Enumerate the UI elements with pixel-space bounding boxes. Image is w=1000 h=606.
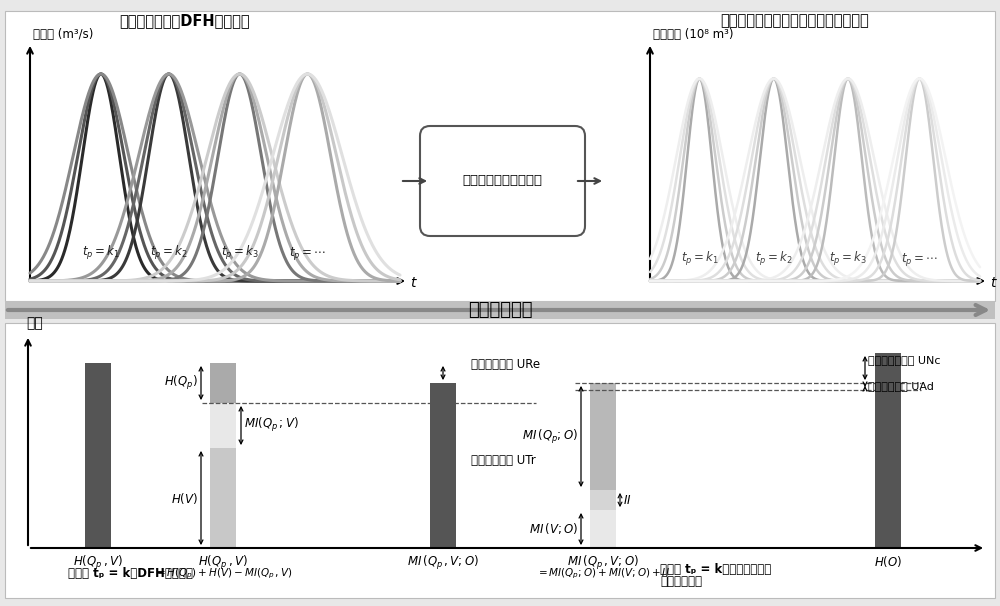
- Text: $MI\,(Q_p\,,V;O)$: $MI\,(Q_p\,,V;O)$: [567, 554, 639, 572]
- FancyBboxPatch shape: [5, 323, 995, 598]
- Text: $t_p = k_2$: $t_p = k_2$: [755, 250, 793, 268]
- Bar: [210, 403, 236, 448]
- Text: $t_p = k_3$: $t_p = k_3$: [221, 244, 259, 262]
- Text: 输入不确定性；DFH不确定性: 输入不确定性；DFH不确定性: [120, 13, 250, 28]
- Text: $t_p = \cdots$: $t_p = \cdots$: [289, 244, 326, 262]
- Text: $t_p = k_1$: $t_p = k_1$: [82, 244, 120, 262]
- Text: $t$: $t$: [990, 276, 998, 290]
- FancyBboxPatch shape: [420, 126, 585, 236]
- Bar: [590, 383, 616, 490]
- Bar: [430, 383, 456, 548]
- Text: $H(O)$: $H(O)$: [874, 554, 902, 569]
- Bar: [875, 353, 901, 548]
- Text: 水库防洪调度优化模型: 水库防洪调度优化模型: [462, 175, 542, 187]
- Bar: [85, 363, 111, 548]
- Text: $t_p = k_2$: $t_p = k_2$: [150, 244, 188, 262]
- Text: $H(Q_p\,,V)$: $H(Q_p\,,V)$: [198, 554, 248, 572]
- FancyBboxPatch shape: [5, 301, 995, 319]
- Text: 减少不确定性 URe: 减少不确定性 URe: [471, 359, 540, 371]
- FancyBboxPatch shape: [5, 11, 995, 301]
- Text: $H(Q_p\,,V)$: $H(Q_p\,,V)$: [73, 554, 123, 572]
- Text: $MI\,(V;O)$: $MI\,(V;O)$: [529, 522, 578, 536]
- Text: 内容: 内容: [26, 316, 43, 330]
- Text: $t$: $t$: [410, 276, 418, 290]
- Text: $=H(Q_p)+H(V)-MI(Q_p\,,V)$: $=H(Q_p)+H(V)-MI(Q_p\,,V)$: [154, 567, 292, 581]
- Text: $II$: $II$: [623, 493, 632, 507]
- Text: $H(V)$: $H(V)$: [171, 490, 198, 505]
- Text: $t_p = k_3$: $t_p = k_3$: [829, 250, 867, 268]
- Text: 重现期 tₚ = k的水库防洪调度: 重现期 tₚ = k的水库防洪调度: [660, 563, 771, 576]
- Text: 输出不确定性：水库防洪调度不确定性: 输出不确定性：水库防洪调度不确定性: [721, 13, 869, 28]
- Text: $t_p = k_1$: $t_p = k_1$: [681, 250, 718, 268]
- Text: 增加不确定性 UAd: 增加不确定性 UAd: [868, 382, 934, 391]
- Text: 重现期 tₚ = k的DFH不确定性: 重现期 tₚ = k的DFH不确定性: [68, 567, 193, 580]
- Text: 净不确定性变化 UNc: 净不确定性变化 UNc: [868, 355, 940, 365]
- Text: 不确定性分析: 不确定性分析: [660, 575, 702, 588]
- Bar: [590, 510, 616, 548]
- Text: 水库库容 (10⁸ m³): 水库库容 (10⁸ m³): [653, 28, 734, 41]
- Text: $=MI(Q_p;O)+MI(V;O)+II$: $=MI(Q_p;O)+MI(V;O)+II$: [536, 567, 670, 581]
- Text: 入流量 (m³/s): 入流量 (m³/s): [33, 28, 93, 41]
- Bar: [210, 448, 236, 548]
- Bar: [590, 490, 616, 510]
- Text: $MI\,(Q_p\,,V;O)$: $MI\,(Q_p\,,V;O)$: [407, 554, 479, 572]
- Bar: [210, 363, 236, 403]
- Text: 不确定性传播: 不确定性传播: [468, 301, 532, 319]
- Text: $t_p = \cdots$: $t_p = \cdots$: [901, 250, 938, 267]
- Text: $H(Q_p)$: $H(Q_p)$: [164, 374, 198, 392]
- Text: $MI(Q_p\,;V)$: $MI(Q_p\,;V)$: [244, 416, 299, 435]
- Text: $MI\,(Q_p;O)$: $MI\,(Q_p;O)$: [522, 427, 578, 445]
- Text: 转换不确定性 UTr: 转换不确定性 UTr: [471, 454, 536, 467]
